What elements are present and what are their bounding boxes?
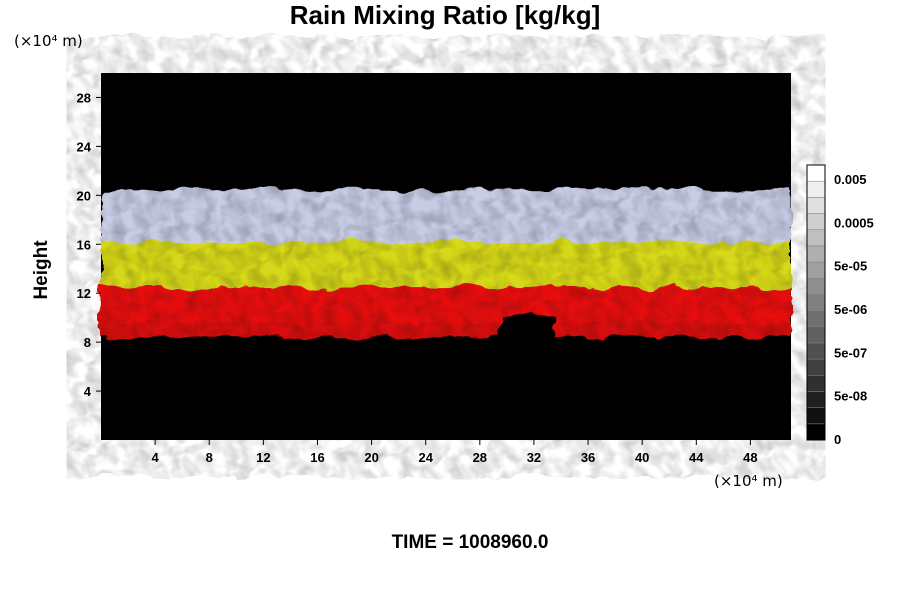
y-ticks: 4 8 12 16 20 24 28	[77, 90, 101, 399]
colorbar-swatch	[806, 310, 826, 328]
x-tick-label: 48	[743, 450, 757, 465]
y-tick-label: 28	[77, 90, 91, 105]
colorbar-swatch	[806, 180, 826, 198]
x-tick-label: 44	[689, 450, 704, 465]
x-axis-unit: (×10⁴ m)	[714, 472, 783, 490]
x-tick-label: 36	[581, 450, 595, 465]
colorbar-label: 5e-08	[834, 389, 867, 404]
y-tick-label: 8	[84, 335, 91, 350]
colorbar-swatch	[806, 342, 826, 360]
colorbar-swatch	[806, 375, 826, 392]
x-tick-label: 16	[310, 450, 324, 465]
colorbar-label: 5e-06	[834, 302, 867, 317]
x-tick-label: 28	[473, 450, 487, 465]
colorbar-label: 5e-07	[834, 345, 867, 360]
x-tick-label: 4	[152, 450, 160, 465]
x-tick-label: 32	[527, 450, 541, 465]
colorbar-swatch	[806, 229, 826, 247]
colorbar-swatch	[806, 326, 826, 344]
colorbar-swatch	[806, 245, 826, 263]
y-tick-label: 16	[77, 237, 91, 252]
colorbar-swatch	[806, 294, 826, 311]
x-tick-label: 24	[418, 450, 433, 465]
colorbar-swatch	[806, 423, 826, 441]
time-label: TIME = 1008960.0	[391, 532, 549, 553]
y-tick-label: 12	[77, 286, 91, 301]
colorbar-swatch	[806, 277, 826, 295]
y-axis-unit: (×10⁴ m)	[14, 32, 83, 50]
colorbar-swatch	[806, 358, 826, 376]
colorbar-label: 0.0005	[834, 215, 874, 230]
x-tick-label: 8	[206, 450, 213, 465]
colorbar-swatch	[806, 197, 826, 214]
colorbar: 0.005 0.0005 5e-05 5e-06 5e-07 5e-08 0	[806, 164, 874, 447]
x-tick-label: 20	[364, 450, 378, 465]
x-ticks: 4 8 12 16 20 24 28 32 36 40 44 48	[152, 440, 758, 465]
colorbar-swatch	[806, 407, 826, 425]
colorbar-frame	[806, 164, 826, 441]
y-tick-label: 4	[84, 384, 92, 399]
colorbar-swatch	[806, 164, 826, 182]
texture-overlay	[101, 73, 791, 440]
y-tick-label: 24	[77, 139, 92, 154]
data-layers	[101, 73, 791, 440]
y-tick-label: 20	[77, 188, 91, 203]
colorbar-label: 0	[834, 432, 841, 447]
colorbar-swatch	[806, 391, 826, 408]
colorbar-swatch	[806, 261, 826, 279]
chart-title: Rain Mixing Ratio [kg/kg]	[289, 0, 601, 30]
colorbar-label: 0.005	[834, 172, 867, 187]
colorbar-label: 5e-05	[834, 259, 867, 274]
colorbar-swatch	[806, 213, 826, 230]
x-tick-label: 12	[256, 450, 270, 465]
x-tick-label: 40	[635, 450, 649, 465]
